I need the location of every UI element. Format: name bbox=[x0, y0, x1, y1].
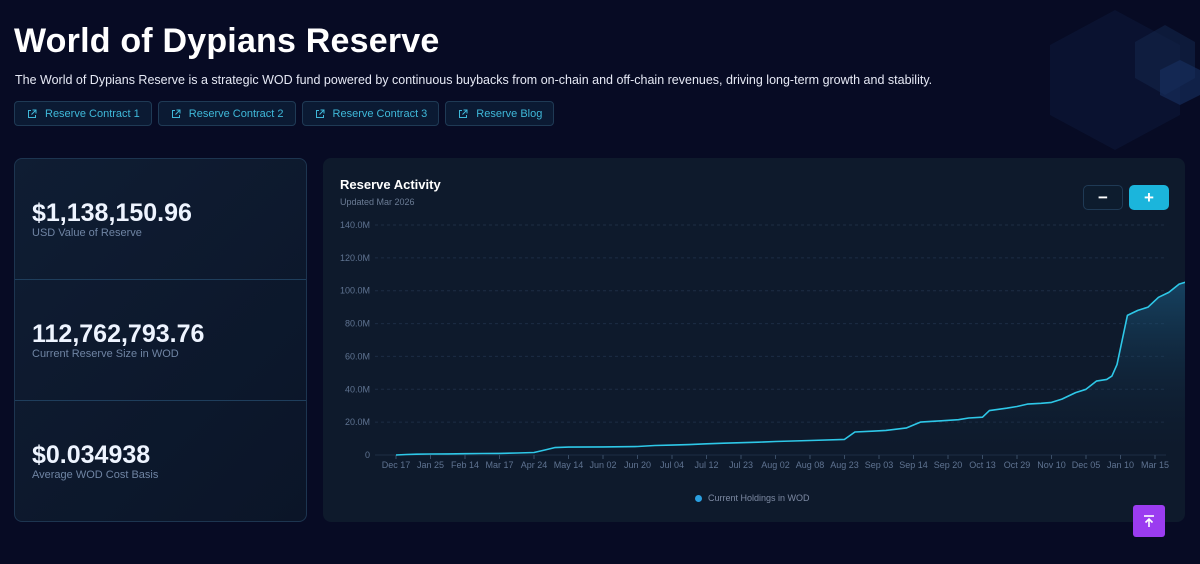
x-tick-label: Jun 02 bbox=[589, 460, 616, 470]
stat-label: USD Value of Reserve bbox=[32, 227, 142, 239]
stat-label: Average WOD Cost Basis bbox=[32, 469, 159, 481]
x-tick-label: Mar 15 bbox=[1141, 460, 1169, 470]
stat-usd-value: $1,138,150.96 USD Value of Reserve bbox=[15, 159, 306, 280]
chart-title: Reserve Activity bbox=[340, 177, 441, 192]
y-tick-label: 100.0M bbox=[340, 286, 370, 296]
reserve-contract-1-link[interactable]: Reserve Contract 1 bbox=[14, 101, 152, 126]
reserve-contract-2-link[interactable]: Reserve Contract 2 bbox=[157, 101, 296, 126]
y-tick-label: 140.0M bbox=[340, 220, 370, 230]
x-tick-label: Jul 04 bbox=[660, 460, 684, 470]
x-tick-label: Nov 10 bbox=[1037, 460, 1066, 470]
x-tick-label: Aug 08 bbox=[796, 460, 825, 470]
x-tick-label: Aug 23 bbox=[830, 460, 859, 470]
x-tick-label: Oct 29 bbox=[1004, 460, 1031, 470]
x-tick-label: Sep 14 bbox=[899, 460, 928, 470]
page-title: World of Dypians Reserve bbox=[14, 22, 440, 60]
x-tick-label: Aug 02 bbox=[761, 460, 790, 470]
decorative-hexagon-graphic bbox=[1050, 10, 1200, 150]
x-tick-label: Jan 10 bbox=[1107, 460, 1134, 470]
series-line-current-holdings bbox=[395, 281, 1185, 456]
y-tick-label: 60.0M bbox=[345, 351, 370, 361]
arrow-up-icon bbox=[1144, 515, 1154, 527]
x-tick-label: Jun 20 bbox=[624, 460, 651, 470]
legend-marker bbox=[695, 494, 702, 502]
x-tick-label: Feb 14 bbox=[451, 460, 479, 470]
link-label: Reserve Blog bbox=[476, 107, 543, 120]
stat-value: 112,762,793.76 bbox=[32, 320, 205, 348]
reserve-activity-card: 0 20.0M 40.0M 60.0M 80.0M 100.0M 120.0M 140.0M D… bbox=[323, 158, 1185, 522]
stat-value: $1,138,150.96 bbox=[32, 199, 192, 227]
x-tick-label: Dec 17 bbox=[382, 460, 411, 470]
x-tick-label: Oct 13 bbox=[969, 460, 996, 470]
zoom-out-button[interactable]: − bbox=[1083, 185, 1123, 210]
x-tick-label: Jul 23 bbox=[729, 460, 753, 470]
zoom-in-button[interactable]: + bbox=[1129, 185, 1169, 210]
link-label: Reserve Contract 3 bbox=[332, 107, 428, 120]
reserve-contract-3-link[interactable]: Reserve Contract 3 bbox=[301, 101, 440, 126]
chart-legend: Current Holdings in WOD bbox=[695, 493, 810, 503]
legend-label: Current Holdings in WOD bbox=[708, 493, 810, 503]
y-tick-label: 20.0M bbox=[345, 417, 370, 427]
external-link-icon bbox=[459, 109, 468, 118]
external-link-icon bbox=[171, 109, 181, 118]
stat-value: $0.034938 bbox=[32, 441, 151, 469]
stat-cost-basis: $0.034938 Average WOD Cost Basis bbox=[15, 401, 306, 521]
x-tick-label: May 14 bbox=[554, 460, 584, 470]
x-tick-label: Sep 03 bbox=[865, 460, 894, 470]
y-tick-label: 80.0M bbox=[345, 319, 370, 329]
external-link-icon bbox=[28, 109, 37, 118]
reserve-activity-chart: 0 20.0M 40.0M 60.0M 80.0M 100.0M 120.0M 140.0M D… bbox=[340, 220, 1185, 470]
link-label: Reserve Contract 1 bbox=[45, 107, 140, 120]
x-tick-label: Mar 17 bbox=[485, 460, 513, 470]
x-tick-label: Sep 20 bbox=[934, 460, 963, 470]
chart-updated-date: Updated Mar 2026 bbox=[340, 197, 415, 207]
y-tick-label: 120.0M bbox=[340, 253, 370, 263]
stat-reserve-size: 112,762,793.76 Current Reserve Size in W… bbox=[15, 280, 306, 401]
y-tick-label: 0 bbox=[365, 450, 370, 460]
scroll-to-top-button[interactable] bbox=[1133, 505, 1165, 537]
link-label: Reserve Contract 2 bbox=[188, 107, 284, 120]
y-tick-label: 40.0M bbox=[345, 384, 370, 394]
series-area bbox=[396, 282, 1185, 455]
reserve-links: Reserve Contract 1 Reserve Contract 2 Re… bbox=[14, 101, 555, 126]
external-link-icon bbox=[315, 109, 325, 118]
x-tick-label: Jan 25 bbox=[417, 460, 444, 470]
x-tick-label: Apr 24 bbox=[521, 460, 548, 470]
page-description: The World of Dypians Reserve is a strate… bbox=[15, 73, 933, 87]
stat-label: Current Reserve Size in WOD bbox=[32, 348, 179, 360]
x-tick-label: Dec 05 bbox=[1072, 460, 1101, 470]
reserve-blog-link[interactable]: Reserve Blog bbox=[445, 101, 555, 126]
reserve-stats-panel: $1,138,150.96 USD Value of Reserve 112,7… bbox=[14, 158, 307, 522]
x-tick-label: Jul 12 bbox=[694, 460, 718, 470]
